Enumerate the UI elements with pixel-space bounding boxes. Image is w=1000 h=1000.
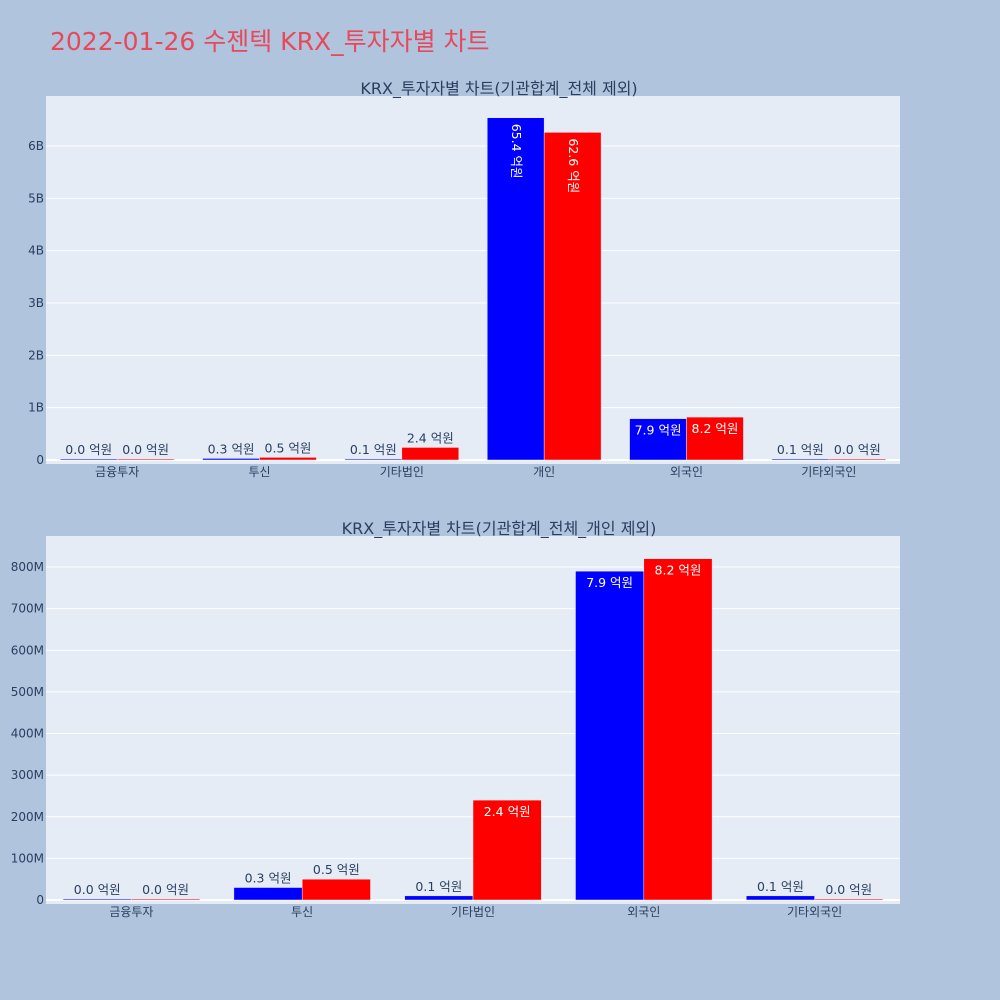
bar-data-label: 0.3 억원 — [208, 441, 255, 456]
bar-series-b — [814, 898, 884, 901]
y-tick-label: 3B — [28, 296, 44, 310]
x-tick-label: 외국인 — [670, 465, 703, 479]
y-tick-label: 800M — [11, 560, 44, 574]
y-tick-label: 100M — [11, 851, 44, 865]
bar-data-label: 0.1 억원 — [415, 879, 462, 894]
bar-data-label: 0.0 억원 — [65, 442, 112, 457]
bar-data-label: 0.0 억원 — [834, 442, 881, 457]
y-tick-label: 0 — [36, 453, 44, 467]
bar-series-a — [404, 895, 474, 901]
y-tick-label: 700M — [11, 602, 44, 616]
bar-series-a — [344, 458, 403, 461]
bar-series-a — [202, 458, 260, 461]
bar-data-label: 62.6 억원 — [566, 138, 581, 193]
bar-data-label: 8.2 억원 — [692, 421, 739, 436]
page-title: 2022-01-26 수젠텍 KRX_투자자별 차트 — [50, 27, 490, 56]
bar-data-label: 0.0 억원 — [142, 882, 189, 897]
bar-series-b — [828, 458, 887, 461]
chart-title: KRX_투자자별 차트(기관합계_전체 제외) — [360, 79, 637, 99]
bar-data-label: 8.2 억원 — [655, 563, 702, 578]
bar-series-a — [59, 458, 118, 461]
bar-series-b — [543, 132, 602, 461]
plot-background — [46, 96, 900, 464]
y-tick-label: 500M — [11, 685, 44, 699]
y-tick-label: 300M — [11, 768, 44, 782]
chart-1: 0 1B 2B 3B 4B 5B 6B KRX_투자자별 차트(기관합계_전체 제외) 금융투자… — [28, 79, 900, 479]
y-tick-label: 6B — [28, 139, 44, 153]
bar-data-label: 2.4 억원 — [484, 804, 531, 819]
x-tick-label: 기타외국인 — [801, 465, 856, 479]
x-tick-label: 개인 — [533, 465, 555, 479]
y-tick-label: 600M — [11, 643, 44, 657]
x-tick-label: 기타외국인 — [787, 905, 842, 919]
y-tick-label: 5B — [28, 191, 44, 205]
bar-data-label: 0.1 억원 — [757, 879, 804, 894]
bar-series-a — [62, 898, 132, 901]
bar-series-b — [301, 878, 371, 901]
bar-series-a — [486, 117, 545, 461]
bar-series-a — [629, 418, 687, 461]
x-tick-label: 투신 — [291, 905, 313, 919]
bar-series-a — [575, 570, 645, 901]
x-tick-label: 금융투자 — [95, 465, 139, 479]
bar-data-label: 0.3 억원 — [245, 871, 292, 886]
y-tick-label: 200M — [11, 810, 44, 824]
bar-data-label: 0.5 억원 — [313, 862, 360, 877]
y-tick-label: 4B — [28, 244, 44, 258]
bar-series-b — [472, 799, 542, 901]
bar-data-label: 65.4 억원 — [509, 124, 524, 179]
bar-data-label: 0.1 억원 — [350, 442, 397, 457]
y-tick-label: 0 — [36, 893, 44, 907]
x-tick-label: 금융투자 — [109, 905, 153, 919]
bar-series-b — [131, 898, 200, 901]
bar-data-label: 2.4 억원 — [407, 430, 454, 445]
bar-data-label: 0.0 억원 — [122, 442, 169, 457]
y-tick-label: 2B — [28, 348, 44, 362]
chart-title: KRX_투자자별 차트(기관합계_전체_개인 제외) — [342, 519, 657, 539]
bar-data-label: 7.9 억원 — [635, 423, 682, 438]
x-tick-label: 투신 — [248, 465, 270, 479]
bar-data-label: 7.9 억원 — [586, 575, 633, 590]
bar-series-b — [401, 447, 460, 461]
y-tick-label: 400M — [11, 727, 44, 741]
bar-data-label: 0.1 억원 — [777, 442, 824, 457]
y-tick-label: 1B — [28, 401, 44, 415]
bar-data-label: 0.0 억원 — [74, 882, 121, 897]
x-tick-label: 외국인 — [627, 905, 660, 919]
bar-data-label: 0.0 억원 — [825, 882, 872, 897]
bar-series-b — [643, 558, 713, 901]
bar-series-a — [233, 887, 303, 901]
chart-2: 0 100M 200M 300M 400M 500M 600M 700M 800M KRX_투자자… — [11, 519, 900, 919]
bar-series-b — [686, 416, 744, 461]
bar-series-a — [746, 895, 815, 901]
bar-data-label: 0.5 억원 — [265, 440, 312, 455]
bar-series-a — [771, 458, 830, 461]
x-tick-label: 기타법인 — [380, 465, 424, 479]
bar-series-b — [259, 457, 317, 461]
bar-series-b — [116, 458, 175, 461]
x-tick-label: 기타법인 — [451, 905, 495, 919]
